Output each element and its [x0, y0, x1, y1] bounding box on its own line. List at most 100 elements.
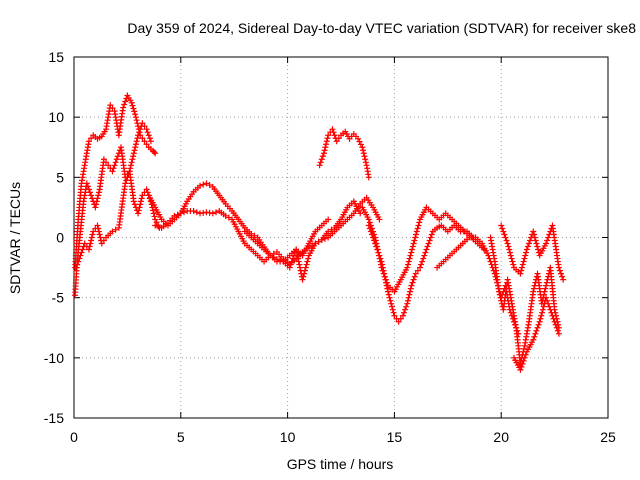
data-point	[152, 150, 159, 157]
data-point-interp	[418, 261, 425, 268]
data-point-interp	[558, 270, 565, 277]
data-point-interp	[546, 303, 553, 310]
grid-lines	[74, 57, 608, 418]
data-point	[120, 104, 127, 111]
data-point	[139, 120, 146, 127]
data-point-interp	[294, 252, 301, 259]
data-point	[320, 150, 327, 157]
data-point-interp	[556, 267, 563, 274]
data-point-interp	[428, 231, 435, 238]
data-point	[517, 366, 524, 373]
data-point-interp	[531, 333, 538, 340]
x-tick-label: 5	[177, 429, 185, 445]
y-tick-label: 5	[56, 169, 64, 185]
data-point-interp	[134, 135, 141, 142]
data-point	[391, 312, 398, 319]
data-point-interp	[521, 354, 528, 361]
data-point-interp	[386, 294, 393, 301]
data-point-interp	[547, 306, 554, 313]
data-point-interp	[136, 204, 143, 211]
data-point-interp	[413, 231, 420, 238]
data-point	[273, 256, 280, 263]
data-point-interp	[518, 267, 525, 274]
data-point	[107, 102, 114, 109]
data-point	[85, 246, 92, 253]
data-point-interp	[193, 209, 200, 216]
data-point-interp	[296, 261, 303, 268]
data-point-interp	[382, 276, 389, 283]
series-afternoon-upper-band	[359, 204, 488, 295]
data-point-interp	[131, 147, 138, 154]
data-point	[143, 126, 150, 133]
data-point	[384, 288, 391, 295]
data-point	[305, 244, 312, 251]
y-tick-label: 15	[48, 49, 64, 65]
data-point-interp	[527, 237, 534, 244]
data-point-interp	[384, 285, 391, 292]
series-late-upper-scatter	[498, 222, 567, 283]
data-point-interp	[388, 300, 395, 307]
y-tick-label: -5	[52, 290, 65, 306]
data-point-interp	[411, 237, 418, 244]
series-midday-band	[241, 194, 383, 267]
data-point	[496, 288, 503, 295]
data-point-interp	[85, 186, 92, 193]
data-point-interp	[532, 237, 539, 244]
data-point	[425, 240, 432, 247]
data-point	[399, 312, 406, 319]
data-point	[100, 156, 107, 163]
data-point-interp	[510, 261, 517, 268]
data-point	[543, 282, 550, 289]
data-point-interp	[323, 141, 330, 148]
data-point-interp	[411, 273, 418, 280]
data-point-interp	[405, 258, 412, 265]
data-point-interp	[317, 159, 324, 166]
data-point	[122, 180, 129, 187]
data-point	[177, 210, 184, 217]
data-point	[152, 222, 159, 229]
data-point-interp	[519, 261, 526, 268]
data-point	[325, 228, 332, 235]
data-point-interp	[206, 209, 213, 216]
data-point	[417, 264, 424, 271]
data-point-interp	[88, 237, 95, 244]
data-point-interp	[374, 243, 381, 250]
data-point-interp	[507, 249, 514, 256]
x-tick-labels: 0 5 10 15 20 25	[70, 429, 616, 445]
x-tick-label: 20	[493, 429, 509, 445]
data-point	[325, 132, 332, 139]
data-point-interp	[95, 228, 102, 235]
data-point-interp	[503, 237, 510, 244]
data-point-interp	[368, 225, 375, 232]
data-point-interp	[539, 309, 546, 316]
data-point-interp	[551, 318, 558, 325]
data-point-interp	[137, 198, 144, 205]
data-point-interp	[76, 255, 83, 262]
data-point-interp	[530, 285, 537, 292]
data-point-interp	[100, 237, 107, 244]
data-point-interp	[303, 261, 310, 268]
data-point-interp	[403, 303, 410, 310]
data-point	[408, 282, 415, 289]
data-point-interp	[426, 237, 433, 244]
data-point-interp	[112, 226, 119, 233]
data-point-interp	[144, 189, 151, 196]
data-point-interp	[366, 219, 373, 226]
data-point	[404, 264, 411, 271]
data-point-interp	[129, 102, 136, 109]
data-point-interp	[501, 231, 508, 238]
data-point-interp	[88, 135, 95, 142]
data-point-interp	[75, 258, 82, 265]
data-point	[293, 246, 300, 253]
data-point	[135, 132, 142, 139]
data-point-interp	[93, 198, 100, 205]
data-point-interp	[505, 243, 512, 250]
data-point-interp	[402, 306, 409, 313]
data-point	[517, 270, 524, 277]
data-point	[333, 138, 340, 145]
data-point	[139, 192, 146, 199]
data-point-interp	[301, 270, 308, 277]
data-point-interp	[318, 156, 325, 163]
data-point-interp	[131, 108, 138, 115]
data-point-interp	[331, 132, 338, 139]
